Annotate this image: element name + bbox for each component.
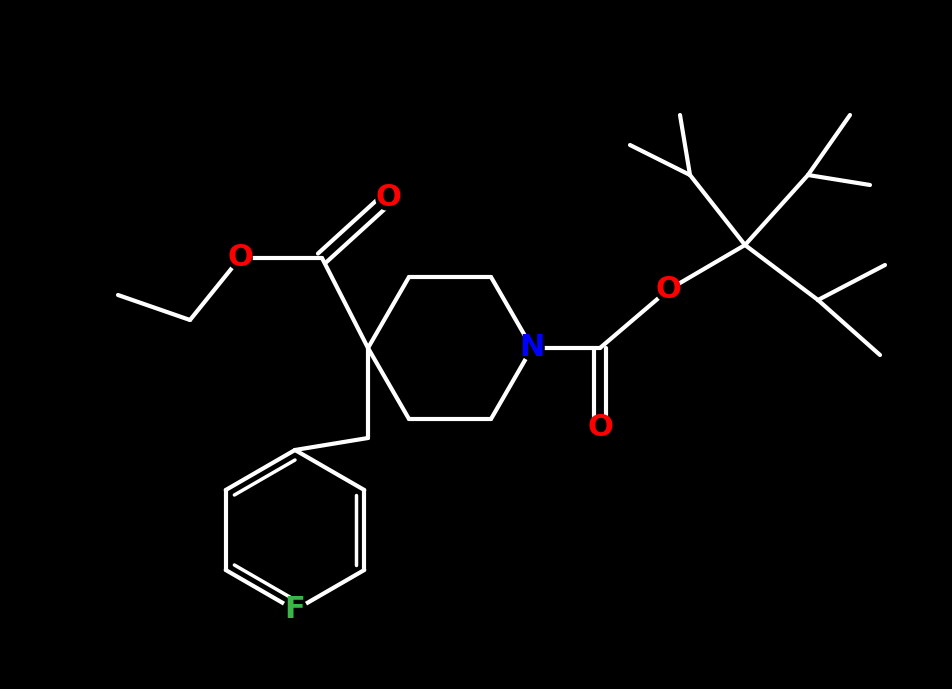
Text: O: O [375,183,401,212]
Circle shape [376,186,400,210]
Circle shape [656,278,680,302]
Text: F: F [285,595,306,624]
Text: N: N [519,333,545,362]
Circle shape [283,598,307,622]
Text: O: O [228,243,253,273]
Circle shape [228,246,252,270]
Text: O: O [655,276,681,305]
Circle shape [588,416,612,440]
Text: O: O [587,413,613,442]
Circle shape [520,336,545,360]
